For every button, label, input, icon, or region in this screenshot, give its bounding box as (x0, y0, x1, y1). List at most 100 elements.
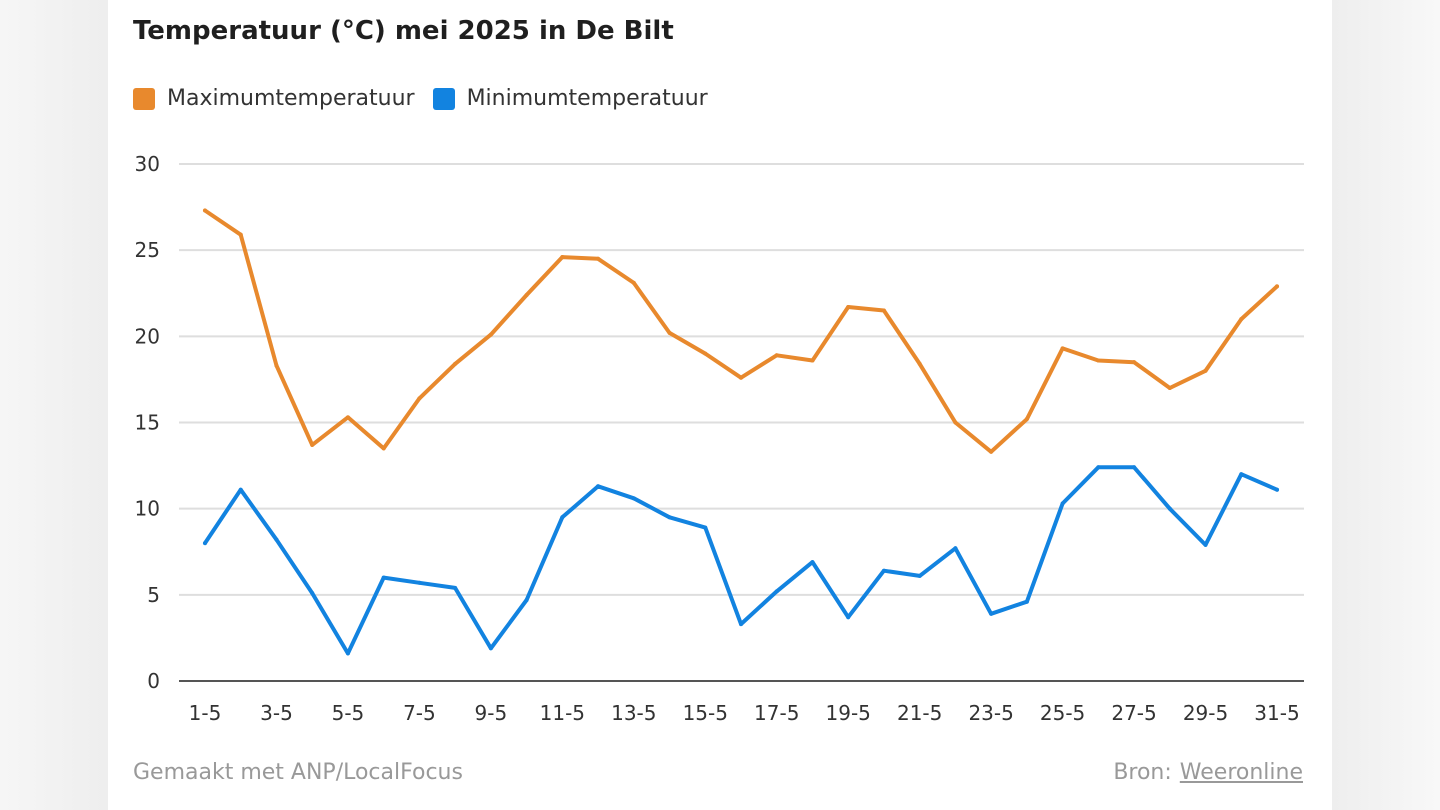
axis-layer: 0 5 10 15 20 25 30 1-5 3-5 5-5 7-5 9-5 11-5 13-5 15-5 1… (135, 152, 1304, 725)
source-label: Bron: (1113, 760, 1172, 785)
max-point (596, 256, 601, 261)
min-point (310, 591, 315, 596)
x-tick-label: 11-5 (540, 701, 585, 725)
min-point (810, 560, 815, 565)
max-point (453, 361, 458, 366)
max-point (917, 361, 922, 366)
min-point (846, 615, 851, 620)
max-point (1203, 368, 1208, 373)
min-point (345, 651, 350, 656)
min-point (703, 525, 708, 530)
max-point (989, 449, 994, 454)
x-tick-label: 19-5 (826, 701, 871, 725)
grid-layer (179, 163, 1304, 596)
y-tick-label: 5 (147, 583, 160, 607)
max-point (1096, 358, 1101, 363)
min-point (667, 515, 672, 520)
x-tick-label: 17-5 (754, 701, 799, 725)
source-link[interactable]: Weeronline (1179, 760, 1303, 785)
min-point (917, 573, 922, 578)
min-point (953, 546, 958, 551)
y-tick-label: 0 (147, 669, 160, 693)
x-tick-label: 9-5 (475, 701, 508, 725)
x-tick-label: 29-5 (1183, 701, 1228, 725)
max-point (381, 446, 386, 451)
max-point (846, 305, 851, 310)
min-point (203, 541, 207, 546)
min-point (1203, 542, 1208, 547)
max-point (1024, 417, 1029, 422)
x-tick-label: 5-5 (332, 701, 365, 725)
footer-source: Bron: Weeronline (1113, 760, 1303, 785)
max-point (953, 420, 958, 425)
chart-title: Temperatuur (°C) mei 2025 in De Bilt (133, 16, 674, 46)
max-point (667, 330, 672, 335)
legend-swatch-min (432, 87, 455, 110)
max-point (1060, 346, 1065, 351)
min-point (1275, 487, 1279, 492)
x-tick-label: 7-5 (403, 701, 436, 725)
min-point (1132, 465, 1137, 470)
min-point (274, 537, 279, 542)
max-point (631, 280, 636, 285)
min-point (1060, 501, 1065, 506)
min-point (1167, 506, 1172, 511)
max-point (1132, 360, 1137, 365)
max-point (1239, 317, 1244, 322)
max-point (1275, 284, 1279, 289)
min-point (453, 585, 458, 590)
min-point (488, 646, 493, 651)
x-tick-label: 21-5 (897, 701, 942, 725)
legend-label-max: Maximumtemperatuur (167, 86, 415, 111)
x-tick-label: 15-5 (683, 701, 728, 725)
legend-item-min: Minimumtemperatuur (432, 86, 708, 111)
max-point (274, 363, 279, 368)
min-point (1096, 465, 1101, 470)
min-point (417, 580, 422, 585)
max-point (203, 208, 207, 213)
min-point (524, 598, 529, 603)
x-tick-label: 1-5 (189, 701, 222, 725)
y-tick-label: 15 (135, 411, 160, 435)
legend-item-max: Maximumtemperatuur (133, 86, 415, 111)
min-point (989, 611, 994, 616)
max-point (310, 442, 315, 447)
min-point (631, 496, 636, 501)
max-point (345, 415, 350, 420)
min-point (739, 622, 743, 627)
min-point (774, 589, 779, 594)
footer-made-with: Gemaakt met ANP/LocalFocus (133, 760, 463, 785)
x-tick-label: 23-5 (968, 701, 1013, 725)
min-point (596, 484, 601, 489)
x-tick-label: 31-5 (1254, 701, 1299, 725)
x-tick-label: 27-5 (1111, 701, 1156, 725)
x-tick-label: 3-5 (260, 701, 293, 725)
y-tick-label: 30 (135, 152, 160, 176)
max-point (560, 255, 565, 260)
legend-label-min: Minimumtemperatuur (466, 86, 708, 111)
y-tick-label: 25 (135, 238, 160, 262)
page-margin-right (1332, 0, 1440, 810)
min-point (1239, 472, 1244, 477)
min-point (381, 575, 386, 580)
y-tick-label: 10 (135, 497, 160, 521)
max-point (488, 332, 493, 337)
max-point (774, 353, 779, 358)
line-chart: 0 5 10 15 20 25 30 1-5 3-5 5-5 7-5 9-5 11-5 13-5 15-5 1… (135, 152, 1304, 725)
series-line-max (203, 208, 1279, 454)
min-point (238, 487, 243, 492)
legend-swatch-max (133, 87, 155, 110)
chart-card: Temperatuur (°C) mei 2025 in De Bilt Max… (108, 0, 1332, 810)
max-point (524, 292, 529, 297)
max-point (703, 351, 708, 356)
max-point (1167, 386, 1172, 391)
max-point (881, 308, 886, 313)
x-tick-label: 13-5 (611, 701, 656, 725)
max-point (739, 375, 743, 380)
max-point (417, 396, 422, 401)
min-point (1024, 599, 1029, 604)
y-tick-label: 20 (135, 324, 160, 348)
min-point (881, 568, 886, 573)
min-point (560, 515, 565, 520)
max-point (810, 358, 815, 363)
